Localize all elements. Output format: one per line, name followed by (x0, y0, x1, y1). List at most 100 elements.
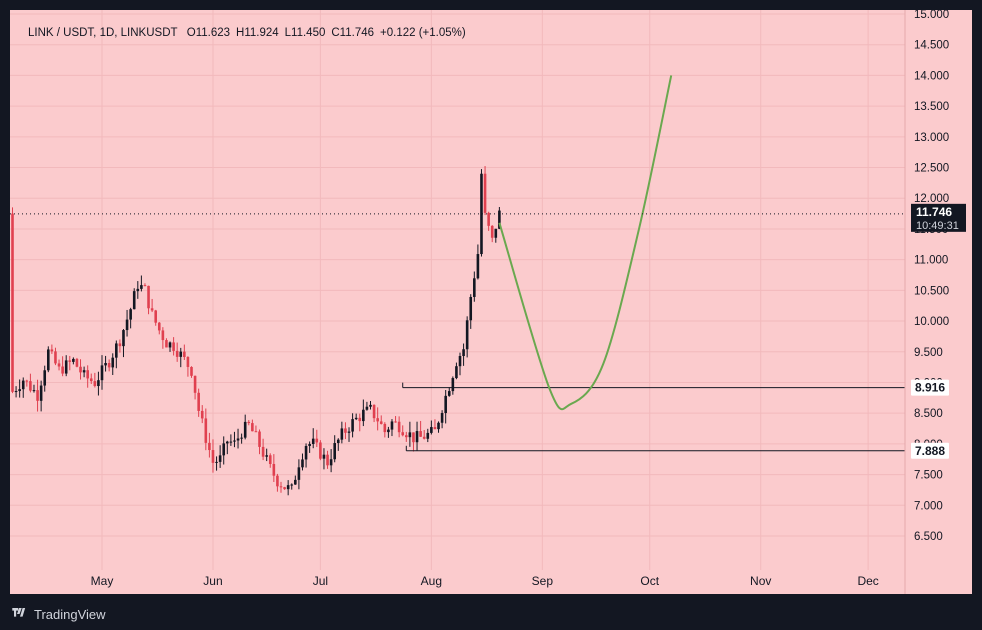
candle-body (193, 375, 197, 393)
candle-body (268, 455, 272, 464)
candle-body (243, 421, 247, 438)
y-tick-label: 9.500 (914, 347, 943, 359)
candle-body (490, 225, 494, 238)
candle-body (415, 431, 419, 443)
candle-body (286, 485, 290, 490)
candle-body (21, 380, 25, 390)
candle-body (390, 421, 394, 430)
candle-body (179, 351, 183, 357)
candle-body (308, 443, 311, 446)
level-badge-label: 7.888 (915, 444, 945, 458)
candle-body (476, 254, 480, 279)
candle-body (122, 330, 125, 347)
candle-body (297, 467, 301, 480)
candle-body (168, 342, 172, 348)
candle-body (107, 363, 111, 368)
brand-name: TradingView (34, 606, 106, 622)
y-tick-label: 13.500 (914, 101, 949, 113)
candle-body (358, 417, 362, 422)
tradingview-brand[interactable]: TradingView (10, 604, 106, 624)
candle-body (36, 390, 39, 401)
candle-body (147, 285, 150, 309)
candle-body (57, 363, 61, 367)
y-tick-label: 10.500 (914, 285, 949, 297)
candle-body (369, 404, 372, 407)
candle-body (394, 421, 397, 423)
candle-body (494, 228, 498, 238)
candle-body (29, 381, 32, 391)
candle-body (283, 487, 286, 490)
candle-body (82, 370, 86, 373)
change-value: +0.122 (+1.05%) (380, 27, 466, 39)
candle-body (372, 404, 376, 419)
candle-body (301, 459, 304, 468)
y-tick-label: 7.000 (914, 500, 943, 512)
candle-body (72, 358, 75, 362)
candle-body (222, 443, 226, 456)
price-chart[interactable]: 6.5007.0007.5008.0008.5009.0009.50010.00… (10, 10, 972, 594)
candle-body (333, 443, 336, 460)
candle-body (154, 310, 157, 323)
y-tick-label: 15.000 (914, 10, 949, 21)
chart-area[interactable]: 6.5007.0007.5008.0008.5009.0009.50010.00… (10, 10, 972, 594)
candle-body (304, 445, 308, 460)
candle-body (190, 366, 193, 376)
last-price-badge (911, 203, 966, 232)
candle-body (211, 450, 215, 463)
candle-body (233, 440, 236, 442)
candle-body (340, 428, 344, 440)
candle-body (365, 406, 369, 410)
close-value: C11.746 (331, 27, 375, 39)
candle-body (422, 436, 426, 439)
candle-body (444, 395, 447, 414)
candle-body (200, 410, 204, 419)
projection-curve[interactable] (498, 75, 673, 411)
candle-body (150, 308, 154, 311)
candle-body (100, 365, 104, 381)
low-value: L11.450 (284, 27, 326, 39)
y-tick-label: 13.000 (914, 132, 949, 144)
candle-body (197, 392, 200, 411)
candle-body (175, 350, 179, 357)
y-tick-label: 6.500 (914, 531, 943, 543)
candle-body (290, 484, 294, 486)
y-tick-label: 7.500 (914, 470, 943, 482)
candle-body (143, 285, 147, 287)
x-tick-label: Jul (313, 574, 328, 588)
candle-body (172, 342, 175, 351)
candle-body (401, 432, 405, 436)
candle-body (118, 343, 122, 347)
candle-body (440, 413, 444, 423)
candle-body (430, 427, 433, 433)
candle-body (351, 419, 354, 432)
candle-body (54, 351, 57, 364)
candle-body (405, 435, 408, 438)
candle-body (265, 455, 268, 457)
candle-body (261, 446, 265, 457)
candle-body (279, 486, 283, 488)
level-badge (911, 379, 949, 396)
candle-body (93, 381, 97, 387)
candle-body (50, 349, 54, 352)
y-tick-label: 8.500 (914, 408, 943, 420)
x-tick-label: Aug (421, 574, 442, 588)
candle-body (208, 442, 211, 451)
candle-body (294, 479, 297, 485)
candle-body (136, 288, 140, 292)
candle-body (18, 389, 21, 392)
tradingview-logo-icon (12, 608, 26, 617)
candle-body (115, 343, 118, 358)
x-tick-label: Dec (857, 574, 878, 588)
x-tick-label: Sep (532, 574, 554, 588)
candle-body (86, 370, 89, 379)
candle-body (276, 475, 279, 487)
candle-body (204, 418, 208, 443)
candle-body (419, 431, 422, 437)
candle-body (354, 417, 358, 420)
last-price-label: 11.746 (916, 205, 952, 219)
candle-body (311, 438, 315, 444)
x-tick-label: May (91, 574, 114, 588)
candle-body (451, 378, 455, 392)
candle-body (165, 340, 168, 348)
candle-body (75, 358, 79, 367)
